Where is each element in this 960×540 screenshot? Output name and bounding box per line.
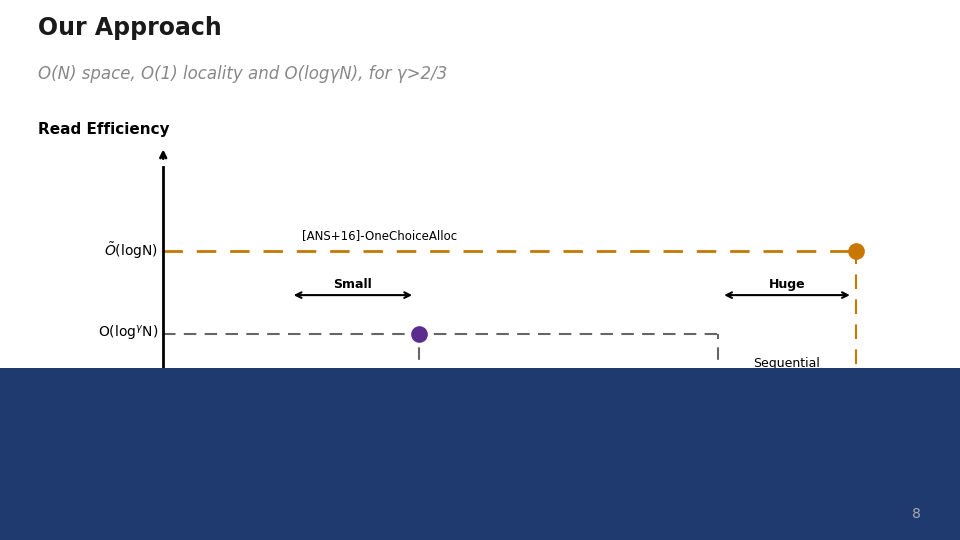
Text: 8: 8 [912,507,922,521]
Text: $\tilde{O}$(loglogN): $\tilde{O}$(loglogN) [84,395,158,415]
Text: O(log$^\gamma$N): O(log$^\gamma$N) [98,324,158,343]
Text: $\tilde{O}$(logN): $\tilde{O}$(logN) [105,240,158,261]
Text: N: N [852,483,861,496]
Text: [ANS+16]
TwoChoiceAlloc: [ANS+16] TwoChoiceAlloc [295,414,385,442]
Text: Our Approach: Our Approach [38,16,222,40]
Text: [ANS+16]-OneChoiceAlloc: [ANS+16]-OneChoiceAlloc [301,228,457,241]
Text: Keyword-list size: Keyword-list size [455,513,601,528]
Text: N/log N: N/log N [696,483,739,496]
Text: N$^{1-1/\rm{loglog}N}$: N$^{1-1/\rm{loglog}N}$ [255,483,320,499]
Text: O(N) space, O(1) locality and O(logγN), for γ>2/3: O(N) space, O(1) locality and O(logγN), … [38,65,447,83]
Text: Small: Small [333,278,372,291]
Text: Read Efficiency: Read Efficiency [38,122,170,137]
Text: Sequential
Scan: Sequential Scan [754,357,821,386]
Text: Huge: Huge [769,278,805,291]
Text: N$^{1-1/\rm{log}^\gamma}$ N: N$^{1-1/\rm{log}^\gamma}$ N [388,483,449,499]
